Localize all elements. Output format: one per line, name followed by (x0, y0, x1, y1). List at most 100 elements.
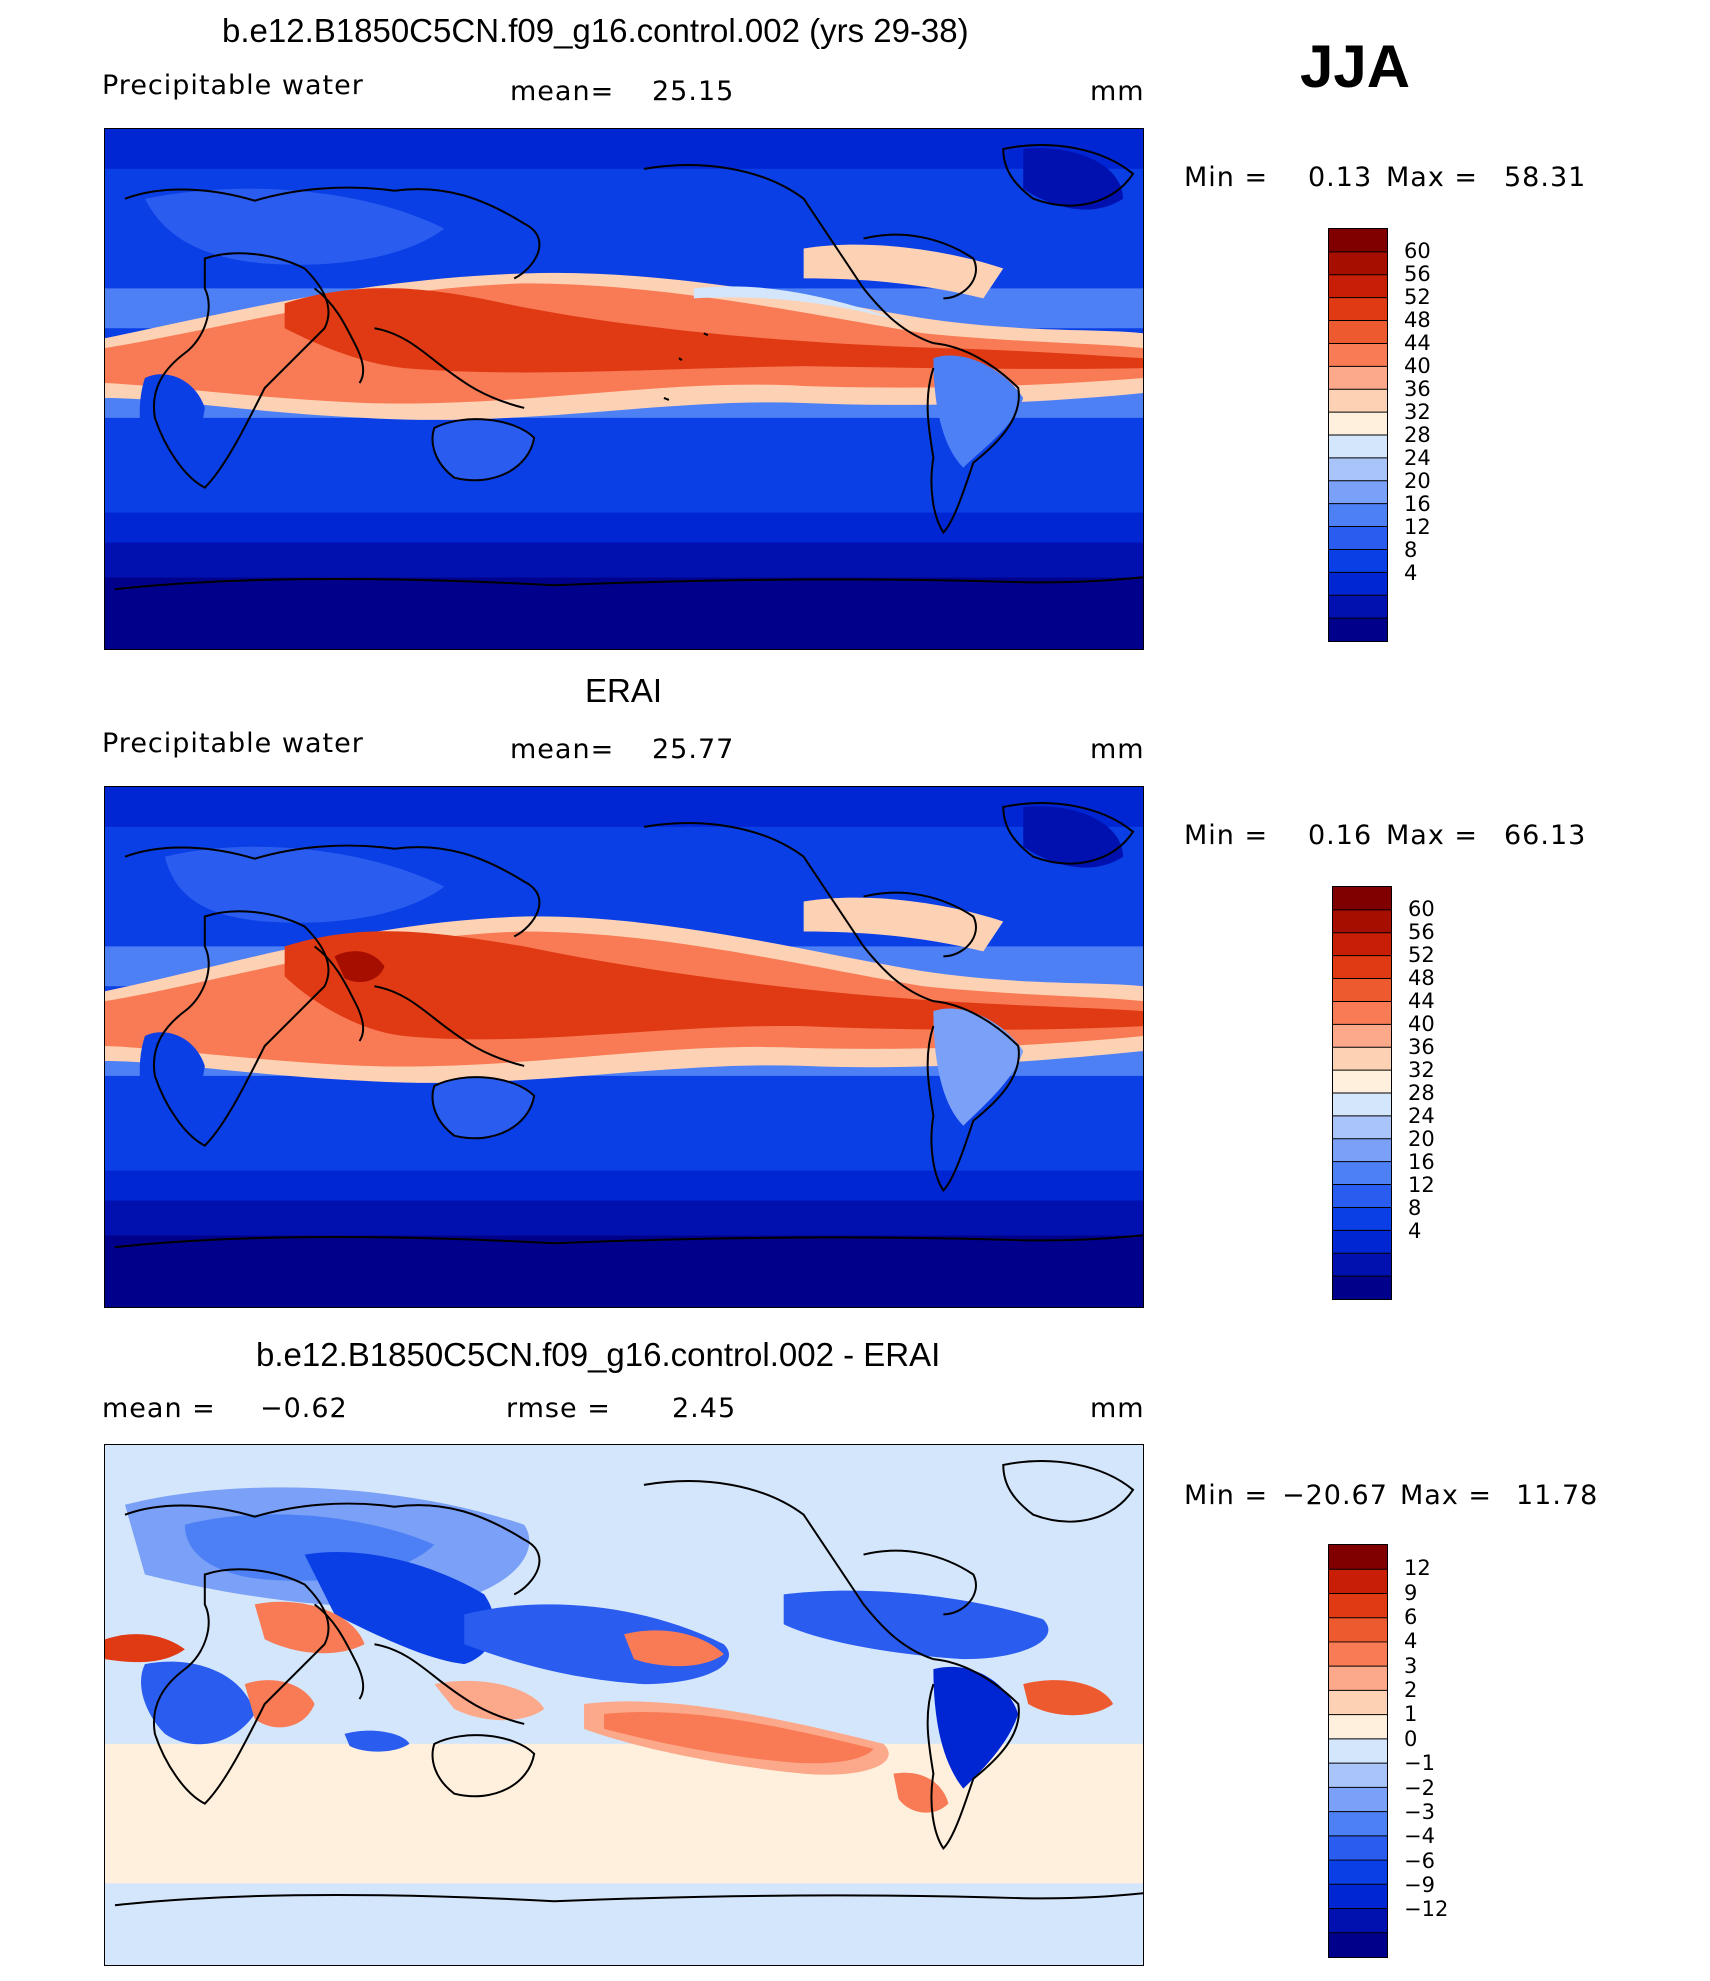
colorbar-tick-label: 32 (1404, 400, 1431, 424)
colorbar-swatch (1329, 1641, 1387, 1667)
colorbar-swatch (1333, 932, 1391, 957)
colorbar-tick-label: 3 (1404, 1653, 1418, 1678)
colorbar-swatch (1333, 955, 1391, 980)
map-model (104, 128, 1144, 650)
mean-value: 25.15 (652, 76, 735, 107)
season-label: JJA (1300, 33, 1411, 100)
colorbar-swatch (1329, 1545, 1387, 1570)
colorbar-tick-label: 8 (1408, 1196, 1422, 1220)
min-label: Min = (1184, 1480, 1269, 1511)
colorbar-diff-swatches (1329, 1545, 1387, 1957)
colorbar-tick-label: 56 (1408, 920, 1435, 944)
colorbar-swatch (1329, 457, 1387, 482)
colorbar-swatch (1333, 1047, 1391, 1071)
colorbar-swatch (1329, 1811, 1387, 1837)
colorbar-swatch (1329, 526, 1387, 550)
min-value: 0.13 (1308, 162, 1373, 193)
colorbar-tick-label: −4 (1404, 1824, 1435, 1849)
colorbar-swatch (1333, 1276, 1391, 1299)
colorbar-tick-label: 24 (1404, 446, 1431, 470)
variable-label: Precipitable water (102, 70, 364, 101)
colorbar-swatch (1329, 389, 1387, 413)
colorbar-swatch (1329, 366, 1387, 390)
colorbar-swatch (1329, 1835, 1387, 1861)
colorbar-tick-label: 52 (1404, 285, 1431, 309)
colorbar-obs-swatches (1333, 887, 1391, 1299)
colorbar-tick-label: 40 (1408, 1012, 1435, 1036)
colorbar-swatch (1333, 1093, 1391, 1117)
colorbar-swatch (1333, 1230, 1391, 1254)
colorbar-tick-label: 48 (1404, 308, 1431, 332)
colorbar-tick-label: −3 (1404, 1799, 1435, 1824)
max-value: 58.31 (1504, 162, 1587, 193)
colorbar-swatch (1329, 229, 1387, 253)
colorbar-tick-label: 6 (1404, 1605, 1418, 1630)
colorbar-tick-label: 16 (1408, 1150, 1435, 1174)
colorbar-tick-label: 24 (1408, 1104, 1435, 1128)
mean-value: −0.62 (260, 1393, 348, 1424)
colorbar-tick-label: 28 (1408, 1081, 1435, 1105)
colorbar-swatch (1329, 251, 1387, 276)
rmse-label: rmse = (506, 1393, 611, 1424)
mean-label: mean= (510, 76, 615, 107)
units-label: mm (1090, 1393, 1145, 1424)
colorbar-tick-label: 20 (1404, 469, 1431, 493)
colorbar-swatch (1329, 1593, 1387, 1619)
max-label: Max = (1386, 162, 1479, 193)
colorbar-tick-label: −6 (1404, 1848, 1435, 1873)
colorbar-tick-label: 2 (1404, 1678, 1418, 1703)
colorbar-tick-label: −12 (1404, 1897, 1449, 1922)
variable-label: Precipitable water (102, 728, 364, 759)
colorbar-swatch (1329, 274, 1387, 299)
colorbar-tick-label: 16 (1404, 492, 1431, 516)
colorbar-swatch (1329, 480, 1387, 505)
colorbar-tick-label: 12 (1404, 515, 1431, 539)
map-diff-field (105, 1445, 1143, 1965)
colorbar-swatch (1333, 1001, 1391, 1025)
colorbar-swatch (1329, 412, 1387, 436)
colorbar-swatch (1329, 572, 1387, 596)
map-obs-field (105, 787, 1143, 1307)
colorbar-tick-label: 28 (1404, 423, 1431, 447)
mean-label: mean = (102, 1393, 216, 1424)
colorbar-tick-label: 44 (1404, 331, 1431, 355)
colorbar-swatch (1329, 503, 1387, 528)
colorbar-swatch (1333, 1184, 1391, 1208)
colorbar-tick-label: 12 (1404, 1556, 1431, 1581)
colorbar-tick-label: 36 (1408, 1035, 1435, 1059)
colorbar-swatch (1329, 435, 1387, 459)
colorbar-tick-label: −9 (1404, 1872, 1435, 1897)
min-label: Min = (1184, 820, 1269, 851)
colorbar-swatch (1333, 1024, 1391, 1048)
units-label: mm (1090, 734, 1145, 765)
colorbar-model-swatches (1329, 229, 1387, 641)
colorbar-tick-label: 0 (1404, 1726, 1418, 1751)
colorbar-swatch (1329, 1690, 1387, 1716)
colorbar-swatch (1329, 1569, 1387, 1594)
colorbar-swatch (1329, 618, 1387, 641)
colorbar-swatch (1329, 1666, 1387, 1691)
rmse-value: 2.45 (672, 1393, 737, 1424)
colorbar-tick-label: 4 (1408, 1219, 1422, 1243)
colorbar-swatch (1329, 343, 1387, 367)
max-label: Max = (1386, 820, 1479, 851)
panel-title: b.e12.B1850C5CN.f09_g16.control.002 (yrs… (222, 12, 969, 49)
colorbar-tick-label: 36 (1404, 377, 1431, 401)
colorbar-tick-label: 52 (1408, 943, 1435, 967)
colorbar-tick-label: 20 (1408, 1127, 1435, 1151)
colorbar-swatch (1329, 1617, 1387, 1643)
map-obs (104, 786, 1144, 1308)
colorbar-diff (1328, 1544, 1388, 1958)
colorbar-swatch (1329, 1884, 1387, 1910)
colorbar-swatch (1333, 1115, 1391, 1140)
colorbar-swatch (1329, 1787, 1387, 1813)
colorbar-tick-label: 48 (1408, 966, 1435, 990)
min-label: Min = (1184, 162, 1269, 193)
min-value: −20.67 (1282, 1480, 1388, 1511)
map-diff (104, 1444, 1144, 1966)
colorbar-swatch (1329, 549, 1387, 573)
units-label: mm (1090, 76, 1145, 107)
max-value: 66.13 (1504, 820, 1587, 851)
colorbar-obs (1332, 886, 1392, 1300)
max-value: 11.78 (1516, 1480, 1599, 1511)
